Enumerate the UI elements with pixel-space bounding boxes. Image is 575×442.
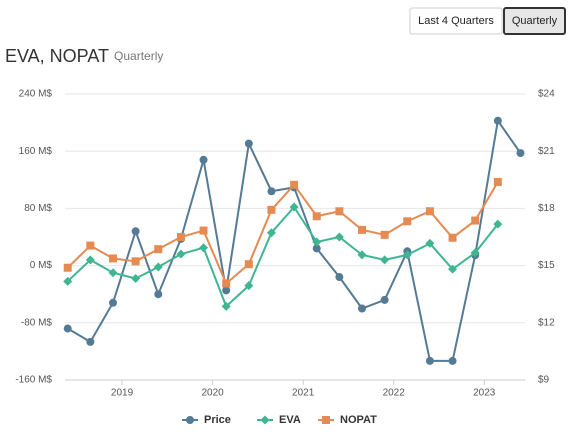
x-tick-label: 2022 bbox=[383, 388, 406, 399]
marker bbox=[334, 232, 344, 242]
marker bbox=[425, 238, 435, 248]
marker bbox=[516, 149, 525, 158]
marker bbox=[335, 207, 344, 216]
marker bbox=[199, 155, 208, 164]
marker bbox=[199, 243, 209, 253]
marker bbox=[380, 295, 389, 304]
marker bbox=[131, 273, 141, 283]
y2-tick-label: $24 bbox=[538, 89, 555, 100]
title: EVA, NOPAT bbox=[5, 46, 109, 66]
y-tick-label: 80 M$ bbox=[24, 203, 52, 214]
button-label[interactable]: Last 4 Quarters bbox=[418, 15, 494, 27]
legend-label: Price bbox=[204, 414, 231, 426]
y-tick-label: -80 M$ bbox=[21, 317, 53, 328]
y2-tick-label: $9 bbox=[538, 375, 550, 386]
marker bbox=[471, 216, 480, 225]
x-tick-label: 2023 bbox=[473, 388, 496, 399]
y2-tick-label: $12 bbox=[538, 317, 555, 328]
marker bbox=[493, 116, 502, 125]
marker bbox=[290, 180, 299, 189]
marker bbox=[108, 268, 118, 278]
marker bbox=[357, 250, 367, 260]
marker bbox=[470, 248, 480, 258]
subtitle: Quarterly bbox=[114, 49, 163, 63]
marker bbox=[131, 257, 140, 266]
marker bbox=[312, 212, 321, 221]
marker bbox=[322, 416, 330, 424]
marker bbox=[176, 249, 186, 259]
marker bbox=[448, 233, 457, 242]
marker bbox=[358, 225, 367, 234]
marker bbox=[358, 304, 367, 313]
marker bbox=[493, 177, 502, 186]
marker bbox=[131, 227, 140, 236]
series-line bbox=[67, 205, 499, 309]
marker bbox=[108, 254, 117, 263]
marker bbox=[448, 264, 458, 274]
marker bbox=[380, 255, 390, 265]
marker bbox=[244, 281, 254, 291]
y-tick-label: 160 M$ bbox=[19, 146, 53, 157]
y-tick-label: -160 M$ bbox=[15, 375, 52, 386]
marker bbox=[63, 324, 72, 333]
chart-title: EVA, NOPAT Quarterly bbox=[5, 46, 163, 66]
legend-label: NOPAT bbox=[340, 414, 377, 426]
marker bbox=[267, 187, 276, 196]
x-tick-label: 2019 bbox=[111, 388, 134, 399]
marker bbox=[153, 262, 163, 272]
marker bbox=[176, 233, 185, 241]
marker bbox=[63, 276, 73, 286]
button[interactable] bbox=[409, 7, 503, 35]
button[interactable] bbox=[503, 7, 566, 35]
marker bbox=[63, 263, 72, 272]
marker bbox=[244, 260, 253, 269]
x-tick-label: 2021 bbox=[292, 388, 315, 399]
y2-tick-label: $15 bbox=[538, 260, 555, 271]
marker bbox=[402, 250, 412, 260]
marker bbox=[312, 237, 322, 247]
marker bbox=[403, 217, 412, 226]
marker bbox=[312, 244, 321, 253]
marker bbox=[493, 219, 503, 229]
button-label[interactable]: Quarterly bbox=[512, 15, 558, 27]
marker bbox=[221, 301, 231, 311]
marker bbox=[154, 290, 163, 299]
y2-tick-label: $18 bbox=[538, 203, 555, 214]
marker bbox=[335, 273, 344, 282]
marker bbox=[267, 205, 276, 214]
marker bbox=[108, 298, 117, 307]
marker bbox=[448, 356, 457, 365]
marker bbox=[425, 356, 434, 365]
legend-label: EVA bbox=[279, 414, 301, 426]
marker bbox=[86, 241, 95, 250]
marker bbox=[380, 230, 389, 239]
marker bbox=[186, 416, 194, 424]
y-tick-label: 240 M$ bbox=[19, 89, 53, 100]
y-tick-label: 0 M$ bbox=[30, 260, 53, 271]
marker bbox=[199, 226, 208, 235]
marker bbox=[154, 245, 163, 254]
marker bbox=[260, 415, 270, 425]
marker bbox=[244, 139, 253, 148]
marker bbox=[222, 286, 231, 295]
marker bbox=[86, 337, 95, 346]
marker bbox=[85, 255, 95, 265]
x-tick-label: 2020 bbox=[201, 388, 224, 399]
marker bbox=[266, 228, 276, 238]
marker bbox=[289, 202, 299, 212]
y2-tick-label: $21 bbox=[538, 146, 555, 157]
marker bbox=[222, 279, 231, 288]
marker bbox=[425, 207, 434, 216]
